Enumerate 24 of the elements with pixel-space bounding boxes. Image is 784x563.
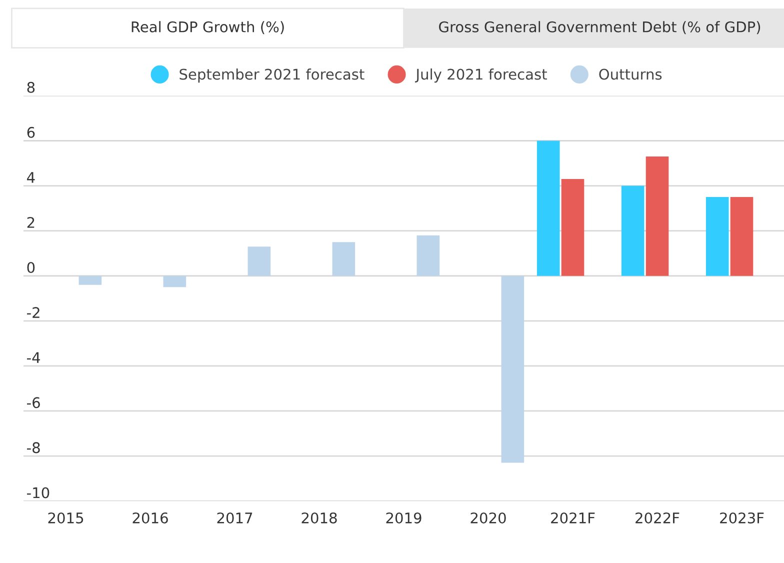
y-tick-label: -10 xyxy=(27,487,50,498)
x-tick-label: 2015 xyxy=(48,512,84,524)
x-tick-label: 2019 xyxy=(386,512,422,524)
x-tick-label: 2021F xyxy=(551,512,595,524)
x-tick-label: 2023F xyxy=(720,512,764,524)
x-tick-label: 2018 xyxy=(302,512,337,524)
y-tick-label: 4 xyxy=(27,172,35,183)
y-tick-label: -6 xyxy=(27,397,40,408)
x-tick-label: 2022F xyxy=(636,512,680,524)
y-tick-label: 0 xyxy=(27,262,35,274)
x-tick-label: 2016 xyxy=(132,512,168,524)
legend-label: Outturns xyxy=(599,68,662,80)
chart-title: Real GDP Growth (%) xyxy=(132,21,284,34)
text: Gross General Government Debt (% of GDP) xyxy=(439,21,760,34)
x-tick-label: 2017 xyxy=(217,512,252,524)
legend-label: July 2021 forecast xyxy=(414,68,547,83)
y-tick-label: -4 xyxy=(27,352,40,363)
legend-label: September 2021 forecast xyxy=(180,68,364,83)
y-tick-label: -2 xyxy=(27,307,40,318)
y-tick-label: 8 xyxy=(27,82,35,93)
y-tick-label: 6 xyxy=(27,126,35,138)
y-tick-label: 2 xyxy=(27,216,34,228)
x-tick-label: 2020 xyxy=(470,512,506,524)
y-tick-label: -8 xyxy=(27,442,40,454)
